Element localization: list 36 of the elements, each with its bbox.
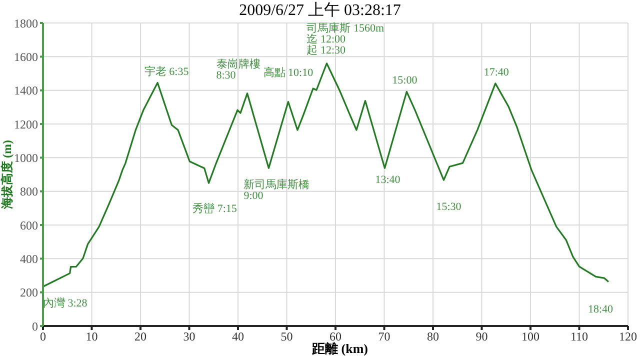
annotation: 泰崗牌樓 8:30 — [216, 57, 260, 82]
annotation: 高點 10:10 — [263, 66, 314, 79]
annotation: 15:30 — [436, 201, 462, 214]
annotation: 17:40 — [484, 66, 510, 78]
x-tick-label: 90 — [476, 330, 488, 344]
annotation: 司馬庫斯 1560m 迄 12:00 起 12:30 — [306, 21, 384, 56]
chart-title: 2009/6/27 上午 03:28:17 — [239, 2, 401, 19]
x-tick-label: 20 — [134, 330, 146, 344]
annotation: 18:40 — [588, 304, 614, 316]
annotation: 內灣 3:28 — [43, 296, 88, 310]
x-tick-label: 30 — [183, 330, 196, 344]
y-tick-label: 800 — [20, 184, 38, 199]
y-tick-label: 200 — [20, 286, 38, 300]
annotation: 15:00 — [392, 74, 418, 87]
x-tick-label: 120 — [619, 330, 637, 344]
x-tick-label: 100 — [522, 330, 540, 344]
x-tick-label: 80 — [427, 330, 439, 344]
y-tick-label: 0 — [32, 319, 38, 334]
y-tick-label: 1200 — [14, 117, 38, 132]
annotation: 宇老 6:35 — [144, 64, 190, 78]
y-tick-label: 1600 — [14, 50, 38, 64]
annotation: 新司馬庫斯橋 9:00 — [244, 178, 310, 202]
y-tick-label: 1000 — [14, 150, 38, 165]
annotation: 13:40 — [375, 174, 401, 186]
x-tick-label: 50 — [280, 330, 293, 344]
y-tick-label: 600 — [20, 218, 38, 232]
y-tick-label: 1800 — [14, 16, 38, 30]
x-tick-label: 70 — [378, 330, 390, 344]
y-tick-label: 400 — [20, 252, 38, 266]
y-axis-title: 海拔高度 (m) — [0, 140, 14, 209]
y-tick-label: 1400 — [14, 84, 38, 98]
x-axis-title: 距離 (km) — [312, 341, 368, 356]
x-tick-label: 10 — [86, 330, 98, 344]
x-tick-label: 110 — [570, 330, 588, 344]
x-tick-label: 40 — [232, 330, 244, 344]
annotation: 秀巒 7:15 — [192, 202, 238, 216]
